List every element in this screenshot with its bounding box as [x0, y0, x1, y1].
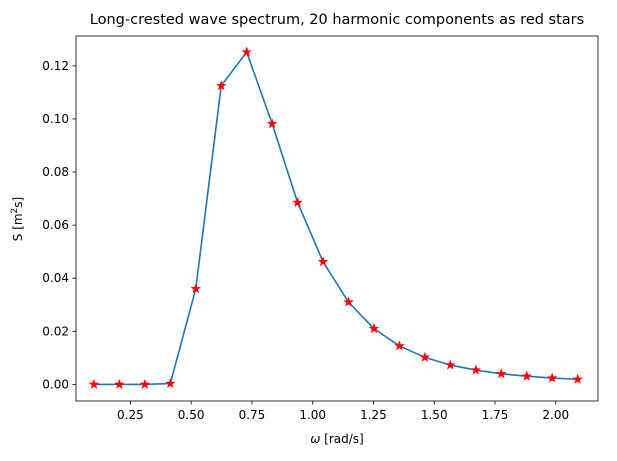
- x-axis: 0.25 0.50 0.75 1.00 1.25 1.50 1.75 2.00: [117, 401, 569, 422]
- data-point-star: [114, 378, 125, 389]
- x-tick-label: 0.75: [239, 408, 266, 422]
- x-axis-label: ω [rad/s]: [310, 432, 363, 446]
- data-point-star: [368, 323, 380, 334]
- y-axis-label: S [m2s]: [10, 197, 25, 241]
- data-point-star: [139, 378, 151, 389]
- data-point-star: [88, 378, 100, 389]
- y-tick-label: 0.04: [42, 271, 69, 285]
- y-axis-label-tail: s]: [11, 197, 25, 208]
- data-point-star: [343, 296, 354, 307]
- data-point-star: [572, 373, 583, 384]
- y-tick-label: 0.06: [42, 218, 69, 232]
- plot-area: [75, 35, 599, 402]
- chart-title: Long-crested wave spectrum, 20 harmonic …: [90, 12, 584, 28]
- x-tick-label: 1.25: [360, 408, 387, 422]
- x-tick-label: 0.50: [178, 408, 205, 422]
- x-tick-label: 1.50: [421, 408, 448, 422]
- plot-frame: [75, 35, 599, 402]
- data-point-star: [266, 118, 278, 129]
- x-axis-label-symbol: ω: [310, 432, 320, 446]
- data-point-star: [216, 80, 227, 91]
- y-tick-label: 0.08: [42, 165, 69, 179]
- y-tick-label: 0.00: [42, 377, 69, 391]
- data-point-star: [445, 359, 456, 370]
- data-point-star: [521, 370, 532, 381]
- y-tick-label: 0.12: [42, 59, 69, 73]
- x-axis-label-unit: [rad/s]: [320, 432, 363, 446]
- x-tick-label: 1.75: [482, 408, 509, 422]
- data-point-star: [292, 197, 303, 207]
- data-point-star: [394, 340, 405, 351]
- data-point-star: [419, 351, 431, 362]
- data-point-star: [241, 46, 252, 57]
- y-tick-label: 0.02: [42, 324, 69, 338]
- data-point-star: [496, 368, 507, 379]
- y-axis-label-sup: 2: [10, 208, 20, 214]
- data-point-star: [317, 256, 329, 267]
- data-point-star: [190, 283, 201, 294]
- data-point-star: [546, 372, 558, 383]
- y-axis: 0.00 0.02 0.04 0.06 0.08 0.10 0.12: [42, 59, 76, 391]
- y-axis-label-base: S [m: [11, 213, 25, 241]
- x-tick-label: 0.25: [117, 408, 144, 422]
- x-tick-label: 1.00: [299, 408, 326, 422]
- data-point-star: [470, 364, 482, 375]
- x-tick-label: 2.00: [542, 408, 569, 422]
- data-point-star: [165, 378, 176, 389]
- series-line: [93, 51, 578, 386]
- y-tick-label: 0.10: [42, 112, 69, 126]
